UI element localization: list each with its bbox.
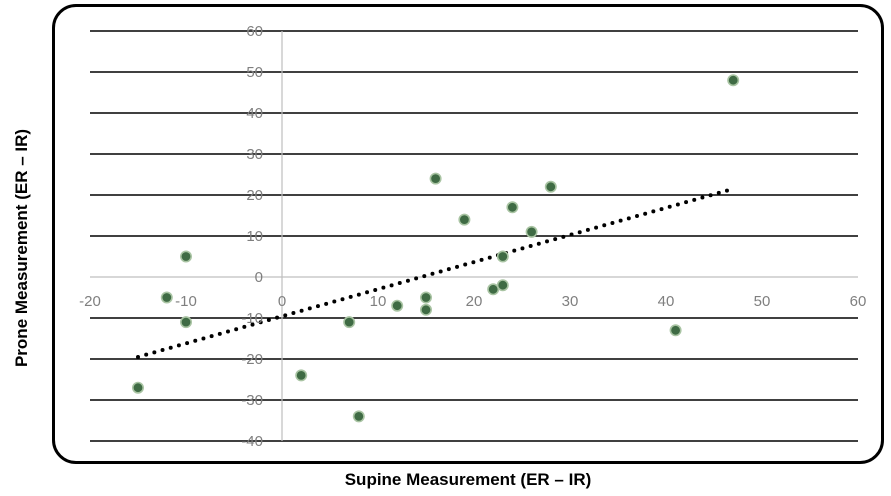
x-tick-label: 50 xyxy=(754,293,771,310)
x-tick-label: 40 xyxy=(658,293,675,310)
data-point xyxy=(419,303,432,316)
data-point xyxy=(544,180,557,193)
data-point xyxy=(669,324,682,337)
y-tick-label: 30 xyxy=(246,146,263,163)
data-point xyxy=(160,291,173,304)
trendline xyxy=(136,186,736,359)
x-tick-label: 10 xyxy=(370,293,387,310)
y-axis-label: Prone Measurement (ER – IR) xyxy=(12,128,31,368)
y-tick-label: 10 xyxy=(246,228,263,245)
y-tick-label: -10 xyxy=(241,310,263,327)
data-point xyxy=(343,316,356,329)
data-point xyxy=(132,381,145,394)
y-tick-label: 60 xyxy=(246,23,263,40)
zero-axes xyxy=(90,31,858,441)
data-point xyxy=(487,283,500,296)
data-point xyxy=(496,279,509,292)
y-tick-label: -40 xyxy=(241,433,263,450)
x-tick-label: -20 xyxy=(79,293,101,310)
y-tick-label: -20 xyxy=(241,351,263,368)
tick-labels: -40 -30 -20 -10 0 10 20 30 40 50 60 -20 -10 0 10 20 30 40… xyxy=(79,23,866,450)
data-point xyxy=(352,410,365,423)
data-point xyxy=(295,369,308,382)
data-point xyxy=(429,172,442,185)
data-points xyxy=(132,74,740,423)
trendline-path xyxy=(136,186,736,359)
data-point xyxy=(180,316,193,329)
gridlines xyxy=(90,30,858,442)
data-point xyxy=(458,213,471,226)
data-point xyxy=(506,201,519,214)
chart-frame xyxy=(52,4,884,464)
x-tick-label: 30 xyxy=(562,293,579,310)
data-point xyxy=(180,250,193,263)
x-tick-label: -10 xyxy=(175,293,197,310)
y-tick-label: -30 xyxy=(241,392,263,409)
data-point xyxy=(727,74,740,87)
y-tick-label: 20 xyxy=(246,187,263,204)
x-tick-label: 20 xyxy=(466,293,483,310)
y-tick-label: 40 xyxy=(246,105,263,122)
x-axis-label: Supine Measurement (ER – IR) xyxy=(344,470,592,489)
x-tick-label: 0 xyxy=(278,293,286,310)
x-tick-label: 60 xyxy=(850,293,867,310)
data-point xyxy=(525,225,538,238)
y-tick-label: 50 xyxy=(246,64,263,81)
y-tick-label: 0 xyxy=(255,269,263,286)
data-point xyxy=(419,291,432,304)
data-point xyxy=(391,299,404,312)
data-point xyxy=(496,250,509,263)
